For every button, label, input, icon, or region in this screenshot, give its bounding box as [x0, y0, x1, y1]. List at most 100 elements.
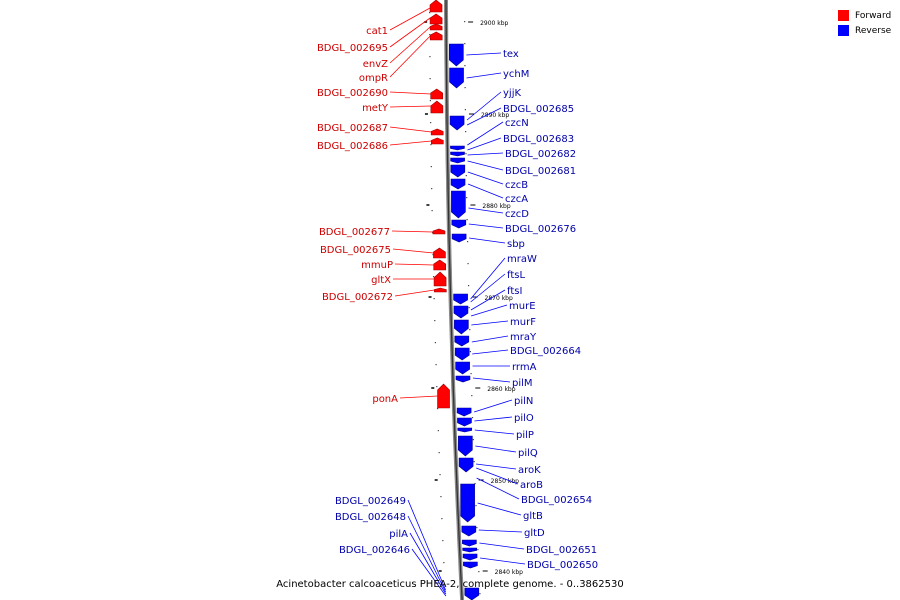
minor-tick — [436, 386, 438, 388]
reverse-gene — [458, 457, 474, 473]
reverse-gene — [450, 157, 465, 164]
minor-tick — [431, 210, 433, 212]
minor-tick — [437, 430, 439, 432]
gene-leader-line — [389, 7, 431, 31]
gene-leader-line — [479, 542, 525, 550]
gene-label-czcn: czcN — [505, 118, 529, 129]
gene-label-piln: pilN — [514, 396, 533, 407]
gene-leader-line — [472, 349, 509, 355]
gene-leader-line — [472, 377, 511, 383]
gene-leader-line — [407, 499, 446, 591]
reverse-gene — [453, 293, 468, 305]
gene-label-mmup: mmuP — [361, 260, 393, 271]
gene-leader-line — [475, 463, 517, 470]
minor-tick — [429, 56, 431, 58]
gene-label-ychm: ychM — [503, 69, 529, 80]
reverse-gene — [453, 305, 469, 319]
forward-gene — [433, 259, 447, 271]
backbone-line — [445, 0, 463, 600]
scale-ticks: 2900 kbp 2890 kbp 2880 kbp 2870 kbp 2860 kbp… — [424, 12, 523, 595]
gene-leader-line — [471, 335, 509, 343]
reverse-gene — [457, 427, 473, 433]
gene-label-murf: murF — [510, 317, 536, 328]
gene-label-bdgl-002676: BDGL_002676 — [505, 224, 576, 235]
minor-tick — [429, 100, 431, 102]
reverse-gene — [462, 539, 477, 547]
minor-tick — [476, 527, 478, 529]
gene-label-bdgl-002690: BDGL_002690 — [317, 88, 388, 99]
reverse-gene — [462, 553, 478, 561]
gene-leader-line — [394, 289, 435, 297]
reverse-gene — [451, 219, 467, 229]
gene-leader-line — [389, 140, 432, 146]
legend-forward: Forward — [838, 8, 891, 23]
gene-leader-line — [470, 257, 506, 300]
forward-gene — [431, 137, 444, 145]
reverse-gene — [451, 190, 466, 219]
gene-label-tex: tex — [503, 49, 519, 60]
legend: Forward Reverse — [838, 8, 891, 38]
gene-label-mray: mraY — [510, 332, 537, 343]
gene-labels: cat1 BDGL_002695 envZ ompR BDGL_002690 metY BD… — [317, 7, 598, 597]
gene-leader-line — [394, 263, 434, 266]
gene-features — [429, 0, 480, 600]
gene-label-pilq: pilQ — [518, 448, 538, 459]
minor-tick — [464, 87, 466, 89]
gene-label-pilm: pilM — [512, 378, 533, 389]
gene-label-bdgl-002677: BDGL_002677 — [319, 227, 390, 238]
gene-label-envz: envZ — [363, 59, 388, 70]
minor-tick — [435, 364, 437, 366]
reverse-gene — [454, 335, 470, 347]
gene-leader-line — [470, 304, 508, 317]
legend-reverse-label: Reverse — [855, 25, 892, 36]
minor-tick — [433, 298, 435, 300]
gene-label-bdgl-002650: BDGL_002650 — [527, 560, 598, 571]
reverse-gene — [464, 587, 480, 600]
minor-tick — [436, 408, 439, 410]
scale-label: 2890 kbp — [481, 112, 509, 119]
gene-leader-line — [475, 445, 517, 453]
gene-leader-line — [466, 52, 502, 56]
gene-leader-line — [469, 237, 506, 244]
minor-tick — [464, 65, 466, 67]
minor-tick — [469, 351, 472, 353]
gene-leader-line — [467, 137, 502, 151]
gene-leader-line — [389, 35, 431, 78]
minor-tick — [429, 78, 431, 80]
minor-tick — [469, 329, 471, 331]
gene-label-gltx: gltX — [371, 275, 391, 286]
minor-tick — [478, 571, 480, 573]
gene-leader-line — [476, 477, 520, 500]
gene-leader-line — [476, 467, 519, 485]
gene-label-czcd: czcD — [505, 209, 529, 220]
gene-leader-line — [467, 160, 504, 171]
forward-gene — [433, 271, 447, 287]
reverse-gene — [460, 483, 475, 523]
minor-tick — [431, 188, 433, 190]
minor-tick — [464, 109, 466, 111]
gene-leader-line — [474, 416, 513, 422]
gene-label-mure: murE — [509, 301, 536, 312]
gene-label-bdgl-002672: BDGL_002672 — [322, 292, 393, 303]
reverse-gene — [454, 347, 470, 361]
gene-leader-line — [409, 532, 447, 595]
forward-gene — [434, 287, 447, 293]
gene-label-bdgl-002687: BDGL_002687 — [317, 123, 388, 134]
gene-leader-line — [467, 152, 504, 156]
forward-swatch — [838, 10, 849, 21]
reverse-gene — [458, 435, 473, 457]
reverse-swatch — [838, 25, 849, 36]
minor-tick — [466, 219, 468, 221]
minor-tick — [442, 540, 444, 542]
reverse-gene — [462, 547, 477, 553]
gene-label-bdgl-002648: BDGL_002648 — [335, 512, 406, 523]
gene-leader-line — [466, 107, 502, 126]
genome-backbone — [444, 0, 465, 600]
gene-leader-line — [392, 248, 434, 254]
minor-tick — [465, 131, 467, 133]
gene-label-mraw: mraW — [507, 254, 537, 265]
gene-label-bdgl-002686: BDGL_002686 — [317, 141, 388, 152]
minor-tick — [466, 197, 468, 199]
gene-leader-line — [471, 320, 509, 326]
